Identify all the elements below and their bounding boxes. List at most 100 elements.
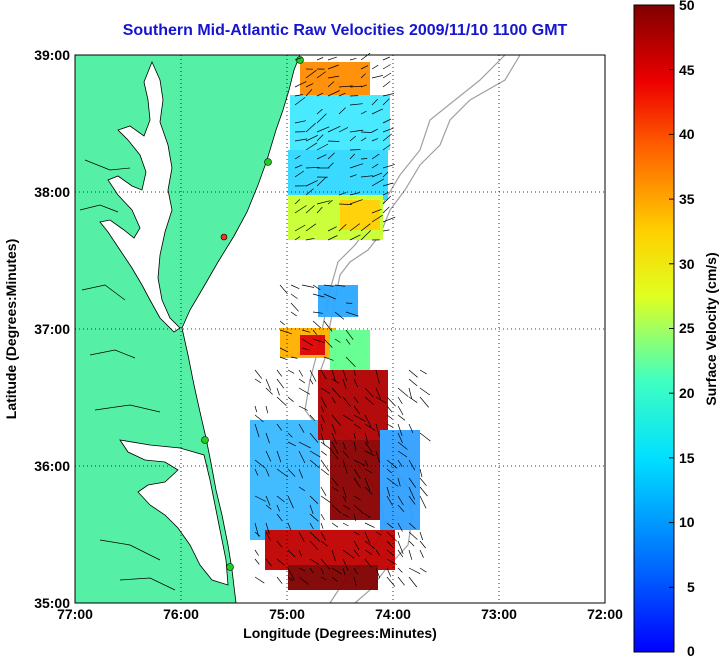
velocity-arrow — [408, 477, 416, 488]
velocity-arrow — [360, 223, 371, 232]
velocity-arrow — [382, 133, 392, 142]
velocity-arrow — [309, 558, 320, 565]
lat-tick: 39:00 — [34, 47, 70, 63]
velocity-arrow — [276, 468, 289, 478]
velocity-arrow — [316, 206, 323, 214]
velocity-arrow — [287, 396, 294, 402]
lat-tick: 38:00 — [34, 184, 70, 200]
velocity-arrow — [334, 284, 346, 287]
velocity-arrow — [408, 567, 421, 575]
velocity-arrow — [419, 477, 427, 487]
velocity-arrow — [276, 450, 282, 463]
velocity-arrow — [294, 138, 308, 142]
velocity-arrow — [298, 486, 305, 491]
velocity-arrow — [397, 522, 403, 532]
velocity-arrow — [375, 396, 387, 404]
velocity-arrow — [254, 459, 266, 469]
velocity-arrow — [298, 369, 304, 377]
lon-tick: 74:00 — [375, 606, 411, 622]
velocity-arrow — [371, 153, 380, 160]
velocity-arrow — [382, 144, 391, 151]
velocity-arrow — [349, 153, 356, 160]
velocity-arrow — [408, 576, 418, 588]
velocity-arrow — [338, 85, 353, 88]
velocity-arrow — [386, 405, 393, 413]
velocity-arrow — [342, 414, 354, 422]
velocity-arrow — [349, 135, 357, 142]
velocity-arrow — [345, 329, 354, 340]
velocity-arrow — [349, 199, 363, 205]
velocity-arrow — [364, 423, 376, 431]
velocity-arrow — [320, 486, 327, 496]
velocity-arrow — [265, 504, 272, 510]
velocity-arrow — [294, 81, 307, 88]
velocity-arrow — [287, 567, 295, 581]
velocity-arrow — [334, 311, 345, 320]
velocity-arrow — [327, 81, 335, 88]
velocity-arrow — [382, 171, 389, 178]
velocity-arrow — [386, 477, 399, 487]
velocity-arrow — [345, 311, 359, 317]
velocity-arrow — [349, 163, 364, 169]
velocity-arrow — [371, 64, 379, 70]
velocity-arrow — [386, 522, 394, 529]
velocity-arrow — [287, 576, 294, 581]
velocity-arrow — [386, 468, 392, 474]
velocity-arrow — [364, 549, 373, 555]
velocity-arrow — [316, 200, 331, 205]
velocity-arrow — [371, 163, 379, 169]
velocity-arrow — [397, 396, 403, 404]
velocity-arrow — [342, 486, 347, 498]
colorbar-tick: 10 — [679, 514, 695, 530]
colorbar-label: Surface Velocity (cm/s) — [703, 252, 719, 405]
velocity-arrow — [316, 176, 327, 187]
velocity-arrow — [320, 522, 324, 529]
velocity-arrow — [316, 92, 324, 97]
velocity-arrow — [382, 64, 391, 70]
velocity-arrow — [309, 414, 316, 421]
velocity-arrow — [386, 549, 395, 556]
velocity-arrow — [386, 414, 393, 420]
velocity-arrow — [419, 540, 426, 549]
velocity-arrow — [276, 504, 280, 512]
velocity-arrow — [364, 468, 373, 474]
velocity-arrow — [327, 64, 339, 70]
velocity-arrow — [364, 531, 371, 544]
velocity-arrow — [309, 504, 314, 515]
velocity-arrow — [265, 450, 272, 462]
velocity-arrow — [375, 369, 380, 384]
velocity-arrow — [386, 423, 394, 428]
velocity-arrow — [360, 65, 369, 70]
velocity-arrow — [386, 486, 391, 497]
velocity-arrow — [419, 531, 424, 541]
velocity-arrow — [323, 320, 333, 332]
velocity-arrow — [276, 513, 283, 522]
velocity-arrow — [320, 495, 331, 503]
velocity-arrow — [309, 495, 319, 504]
velocity-arrow — [323, 356, 334, 361]
velocity-arrow — [382, 93, 395, 97]
velocity-arrow — [294, 199, 301, 205]
velocity-arrow — [349, 57, 357, 61]
velocity-arrow — [419, 495, 427, 509]
velocity-arrow — [276, 540, 283, 548]
lon-tick: 72:00 — [587, 606, 623, 622]
velocity-arrow — [312, 284, 321, 291]
velocity-arrow — [364, 396, 375, 405]
velocity-arrow — [375, 450, 381, 463]
velocity-arrow — [382, 56, 390, 61]
velocity-arrow — [360, 230, 372, 241]
velocity-arrow — [382, 216, 396, 223]
velocity-arrow — [364, 522, 375, 528]
velocity-arrow — [254, 378, 262, 384]
velocity-arrow — [349, 174, 357, 178]
velocity-arrow — [279, 284, 288, 295]
velocity-arrow — [265, 405, 269, 414]
velocity-arrow — [312, 311, 323, 314]
velocity-arrow — [371, 75, 383, 79]
velocity-arrow — [320, 468, 330, 476]
velocity-arrow — [364, 450, 375, 457]
velocity-arrow — [371, 128, 379, 133]
velocity-arrow — [382, 127, 394, 133]
velocity-arrow — [360, 52, 371, 61]
